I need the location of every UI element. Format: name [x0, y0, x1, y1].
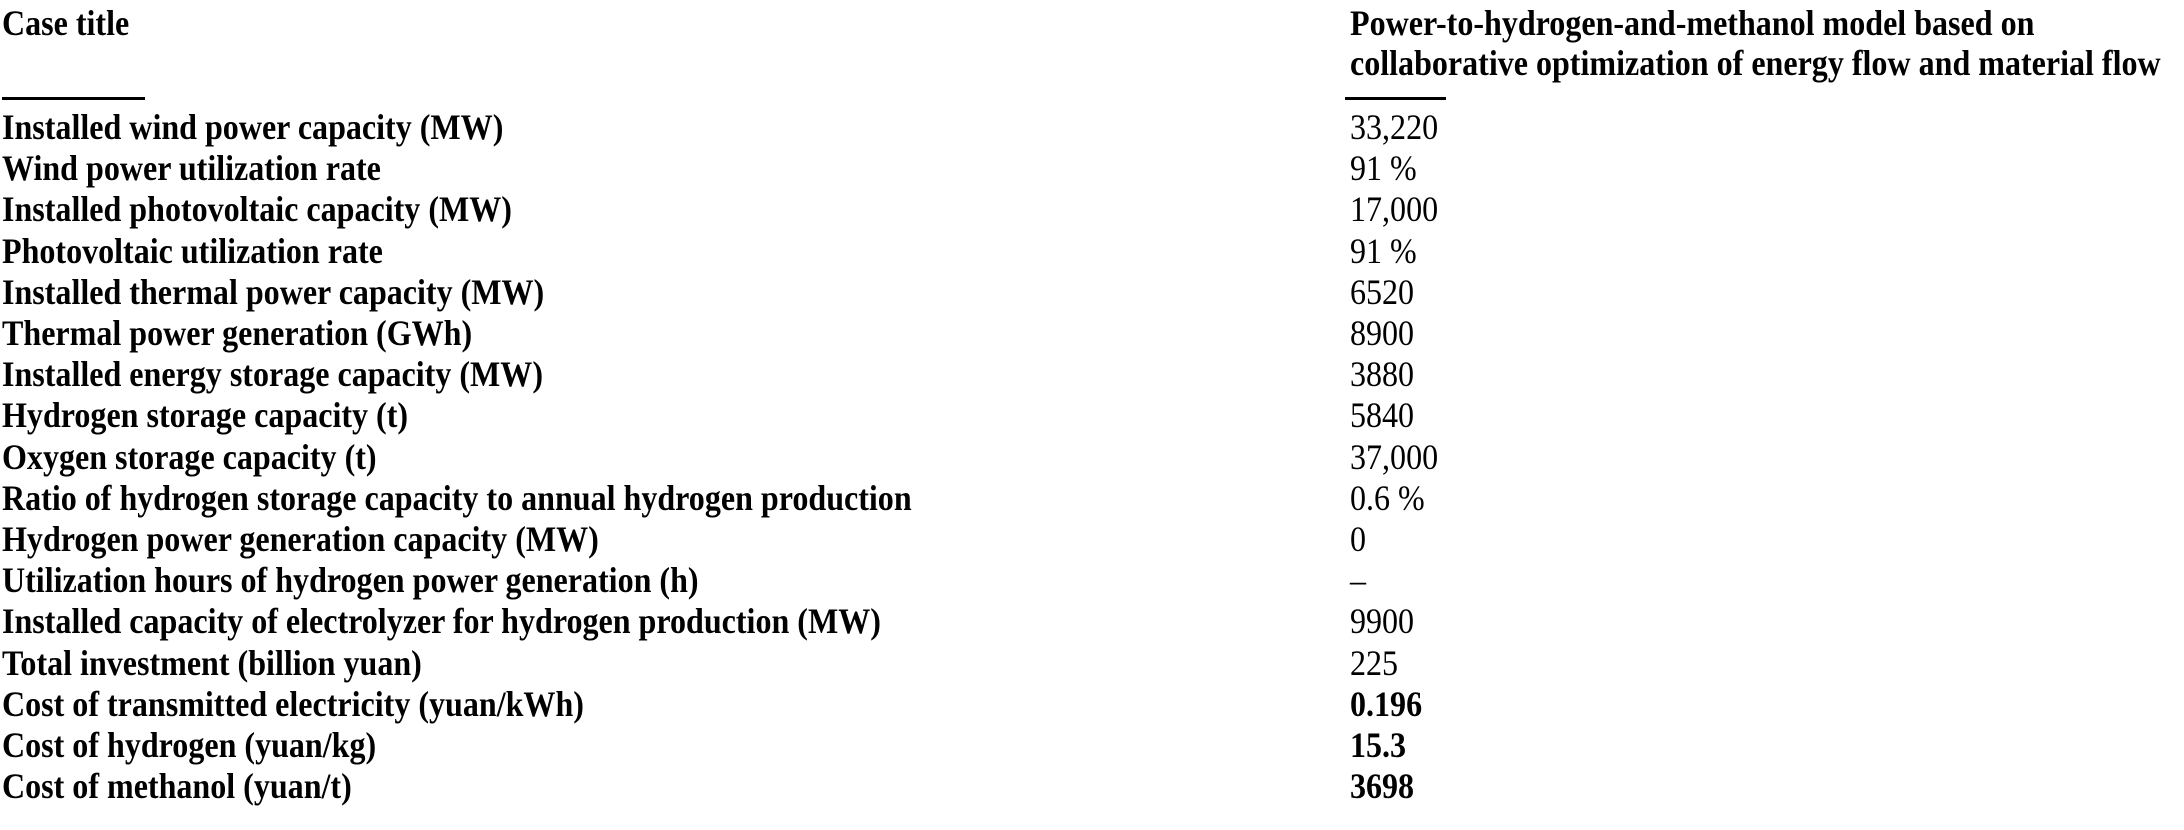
row-label: Installed wind power capacity (MW)	[2, 107, 504, 147]
case-title-header-cell: Case title	[2, 3, 1350, 43]
row-label: Cost of transmitted electricity (yuan/kW…	[2, 683, 584, 724]
case-title-header: Case title	[2, 3, 130, 43]
table-row: Installed photovoltaic capacity (MW) 17,…	[2, 189, 2184, 230]
row-label-cell: Installed thermal power capacity (MW)	[2, 272, 1350, 313]
table-row: Ratio of hydrogen storage capacity to an…	[2, 478, 2184, 519]
row-value: –	[1350, 560, 1367, 601]
row-value: 33,220	[1350, 107, 1439, 147]
row-label: Hydrogen storage capacity (t)	[2, 395, 409, 436]
row-label: Photovoltaic utilization rate	[2, 230, 383, 271]
table-row: Wind power utilization rate 91 %	[2, 148, 2184, 189]
row-label: Oxygen storage capacity (t)	[2, 436, 377, 477]
row-label-cell: Photovoltaic utilization rate	[2, 231, 1350, 272]
table-row: Cost of hydrogen (yuan/kg) 15.3	[2, 725, 2184, 766]
table-row: Thermal power generation (GWh) 8900	[2, 313, 2184, 354]
table-header-row: Case title Power-to-hydrogen-and-methano…	[2, 3, 2184, 83]
row-value-cell: 8900	[1350, 313, 2184, 354]
row-label: Cost of methanol (yuan/t)	[2, 766, 352, 807]
row-value: 3880	[1350, 354, 1415, 395]
row-value: 6520	[1350, 271, 1415, 312]
table-row: Cost of transmitted electricity (yuan/kW…	[2, 684, 2184, 725]
row-value: 9900	[1350, 601, 1415, 642]
row-label: Installed photovoltaic capacity (MW)	[2, 189, 512, 230]
row-label-cell: Hydrogen storage capacity (t)	[2, 395, 1350, 436]
row-label-cell: Installed photovoltaic capacity (MW)	[2, 189, 1350, 230]
row-value-cell: 3698	[1350, 766, 2184, 807]
row-label-cell: Thermal power generation (GWh)	[2, 313, 1350, 354]
row-label: Ratio of hydrogen storage capacity to an…	[2, 477, 912, 518]
row-label-cell: Utilization hours of hydrogen power gene…	[2, 560, 1350, 601]
row-value-cell: 91 %	[1350, 231, 2184, 272]
row-label-cell: Installed capacity of electrolyzer for h…	[2, 601, 1350, 642]
model-title-line-2: collaborative optimization of energy flo…	[1350, 43, 2161, 83]
row-label: Installed capacity of electrolyzer for h…	[2, 601, 881, 642]
row-value-cell: 6520	[1350, 272, 2184, 313]
table-row: Oxygen storage capacity (t) 37,000	[2, 437, 2184, 478]
row-value-cell: 3880	[1350, 354, 2184, 395]
table-row: Installed capacity of electrolyzer for h…	[2, 601, 2184, 642]
row-value: 91 %	[1350, 230, 1417, 271]
row-label-cell: Wind power utilization rate	[2, 148, 1350, 189]
header-rule-right	[1345, 97, 1446, 100]
row-value-cell: 17,000	[1350, 189, 2184, 230]
row-value-cell: 15.3	[1350, 725, 2184, 766]
row-label-cell: Cost of hydrogen (yuan/kg)	[2, 725, 1350, 766]
row-label: Cost of hydrogen (yuan/kg)	[2, 725, 377, 766]
table-row: Installed thermal power capacity (MW) 65…	[2, 272, 2184, 313]
row-label: Wind power utilization rate	[2, 148, 381, 189]
row-label: Installed thermal power capacity (MW)	[2, 271, 545, 312]
row-label: Total investment (billion yuan)	[2, 642, 422, 683]
row-label-cell: Installed energy storage capacity (MW)	[2, 354, 1350, 395]
table-row: Installed wind power capacity (MW) 33,22…	[2, 107, 2184, 148]
table-row: Installed energy storage capacity (MW) 3…	[2, 354, 2184, 395]
model-title-line-1: Power-to-hydrogen-and-methanol model bas…	[1350, 3, 2035, 43]
row-label: Utilization hours of hydrogen power gene…	[2, 560, 699, 601]
table-row: Photovoltaic utilization rate 91 %	[2, 231, 2184, 272]
row-value-cell: 91 %	[1350, 148, 2184, 189]
table-row: Hydrogen storage capacity (t) 5840	[2, 395, 2184, 436]
row-value: 3698	[1350, 766, 1415, 807]
table-row: Total investment (billion yuan) 225	[2, 643, 2184, 684]
table-row: Utilization hours of hydrogen power gene…	[2, 560, 2184, 601]
row-label-cell: Installed wind power capacity (MW)	[2, 107, 1350, 148]
row-value: 17,000	[1350, 189, 1439, 230]
model-title-line-1-wrap: Power-to-hydrogen-and-methanol model bas…	[1350, 3, 2184, 43]
row-value-cell: 5840	[1350, 395, 2184, 436]
row-value-cell: 9900	[1350, 601, 2184, 642]
row-value-cell: 37,000	[1350, 437, 2184, 478]
table-body: Installed wind power capacity (MW) 33,22…	[2, 107, 2184, 807]
row-value: 5840	[1350, 395, 1415, 436]
row-value: 0	[1350, 519, 1367, 560]
row-label-cell: Cost of transmitted electricity (yuan/kW…	[2, 684, 1350, 725]
row-value: 0.6 %	[1350, 477, 1425, 518]
row-label: Installed energy storage capacity (MW)	[2, 354, 544, 395]
row-value: 37,000	[1350, 436, 1439, 477]
row-value: 15.3	[1350, 725, 1407, 766]
row-value: 225	[1350, 642, 1399, 683]
row-value: 91 %	[1350, 148, 1417, 189]
row-value: 0.196	[1350, 683, 1423, 724]
header-rule-left	[2, 97, 145, 100]
row-value-cell: 0	[1350, 519, 2184, 560]
row-label-cell: Cost of methanol (yuan/t)	[2, 766, 1350, 807]
model-title-line-2-wrap: collaborative optimization of energy flo…	[1350, 43, 2184, 83]
row-value-cell: 33,220	[1350, 107, 2184, 148]
row-value: 8900	[1350, 313, 1415, 354]
row-value-cell: 0.196	[1350, 684, 2184, 725]
row-value-cell: 0.6 %	[1350, 478, 2184, 519]
row-label-cell: Oxygen storage capacity (t)	[2, 437, 1350, 478]
row-value-cell: –	[1350, 560, 2184, 601]
row-label: Thermal power generation (GWh)	[2, 313, 473, 354]
table-row: Cost of methanol (yuan/t) 3698	[2, 766, 2184, 807]
row-value-cell: 225	[1350, 643, 2184, 684]
row-label-cell: Total investment (billion yuan)	[2, 643, 1350, 684]
table-row: Hydrogen power generation capacity (MW) …	[2, 519, 2184, 560]
row-label-cell: Hydrogen power generation capacity (MW)	[2, 519, 1350, 560]
row-label: Hydrogen power generation capacity (MW)	[2, 519, 599, 560]
row-label-cell: Ratio of hydrogen storage capacity to an…	[2, 478, 1350, 519]
model-title-header-cell: Power-to-hydrogen-and-methanol model bas…	[1350, 3, 2184, 83]
